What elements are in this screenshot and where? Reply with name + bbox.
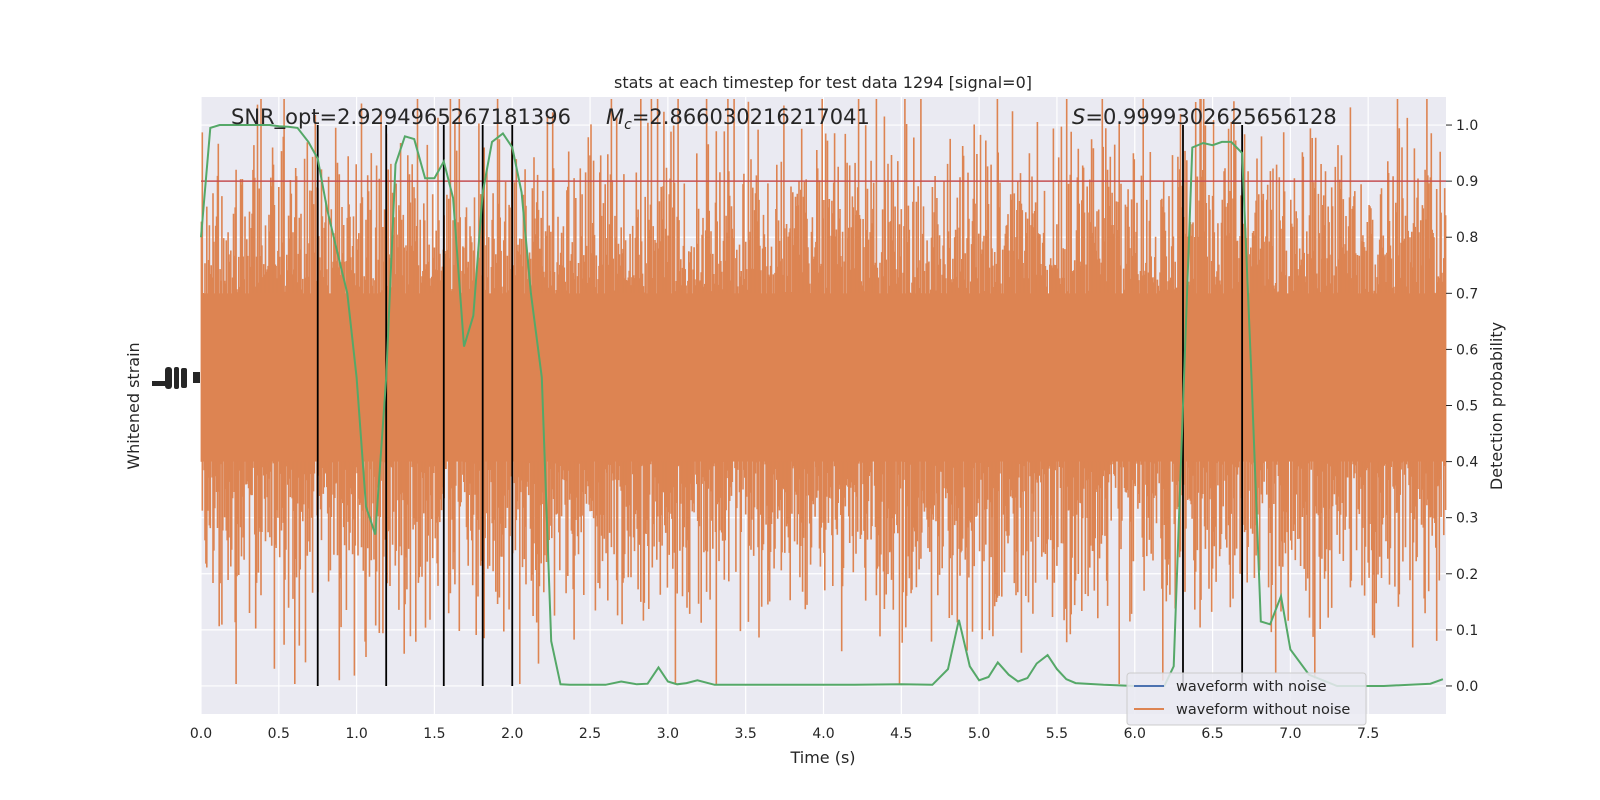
- x-tick-label: 5.0: [968, 726, 990, 742]
- s-symbol: S: [1072, 105, 1085, 129]
- left-axis-glyphs: [152, 367, 200, 389]
- legend-box: [1126, 672, 1367, 726]
- mc-symbol: M: [606, 105, 624, 129]
- x-tick-label: 3.5: [735, 726, 757, 742]
- waveform-core: [201, 293, 1446, 462]
- legend-label-without-noise: waveform without noise: [1176, 702, 1350, 718]
- y-tick-label: 0.7: [1456, 286, 1478, 302]
- vertical-lines: [316, 125, 1244, 686]
- y-tick-label: 1.0: [1456, 118, 1478, 134]
- x-tick-label: 6.5: [1201, 726, 1223, 742]
- x-tick-label: 3.0: [657, 726, 679, 742]
- x-tick-label: 4.0: [812, 726, 834, 742]
- y-axis-left-label: Whitened strain: [124, 342, 143, 469]
- x-tick-label: 0.0: [190, 726, 212, 742]
- x-tick-label: 6.0: [1124, 726, 1146, 742]
- s-annotation: S=0.9999302625656128: [1072, 105, 1337, 129]
- y-tick-label: 0.0: [1456, 679, 1478, 695]
- y-axis-right: 0.0 0.1 0.2 0.3 0.4 0.5 0.6 0.7 0.8 0.9 1.0: [1446, 118, 1478, 695]
- x-tick-label: 4.5: [890, 726, 912, 742]
- y-tick-label: 0.4: [1456, 455, 1478, 471]
- series-detection-probability: [200, 124, 1444, 687]
- x-tick-label: 7.0: [1279, 726, 1301, 742]
- waveform-band: [200, 99, 1447, 684]
- x-tick-label: 1.0: [345, 726, 367, 742]
- s-value: =0.9999302625656128: [1085, 105, 1336, 129]
- x-axis: 0.0 0.5 1.0 1.5 2.0 2.5 3.0 3.5 4.0 4.5 5.0 5.5 6.0 6…: [190, 726, 1379, 742]
- y-tick-label: 0.1: [1456, 623, 1478, 639]
- mc-annotation: Mc=2.866030216217041: [606, 105, 870, 133]
- x-tick-label: 2.5: [579, 726, 601, 742]
- x-tick-label: 0.5: [268, 726, 290, 742]
- x-tick-label: 2.0: [501, 726, 523, 742]
- y-tick-label: 0.9: [1456, 174, 1478, 190]
- x-axis-label: Time (s): [789, 748, 855, 767]
- y-tick-label: 0.5: [1456, 399, 1478, 415]
- y-tick-label: 0.8: [1456, 230, 1478, 246]
- chart-title: stats at each timestep for test data 129…: [614, 73, 1032, 92]
- mc-subscript: c: [624, 117, 632, 133]
- legend: waveform with noise waveform without noi…: [1126, 672, 1367, 726]
- mc-value: =2.866030216217041: [632, 105, 870, 129]
- snr-annotation: SNR_opt=2.9294965267181396: [231, 105, 571, 130]
- y-tick-label: 0.6: [1456, 342, 1478, 358]
- y-tick-label: 0.2: [1456, 567, 1478, 583]
- y-tick-label: 0.3: [1456, 511, 1478, 527]
- x-tick-label: 7.5: [1357, 726, 1379, 742]
- y-axis-right-label: Detection probability: [1487, 322, 1506, 490]
- x-tick-label: 1.5: [423, 726, 445, 742]
- x-tick-label: 5.5: [1046, 726, 1068, 742]
- legend-label-with-noise: waveform with noise: [1176, 679, 1327, 695]
